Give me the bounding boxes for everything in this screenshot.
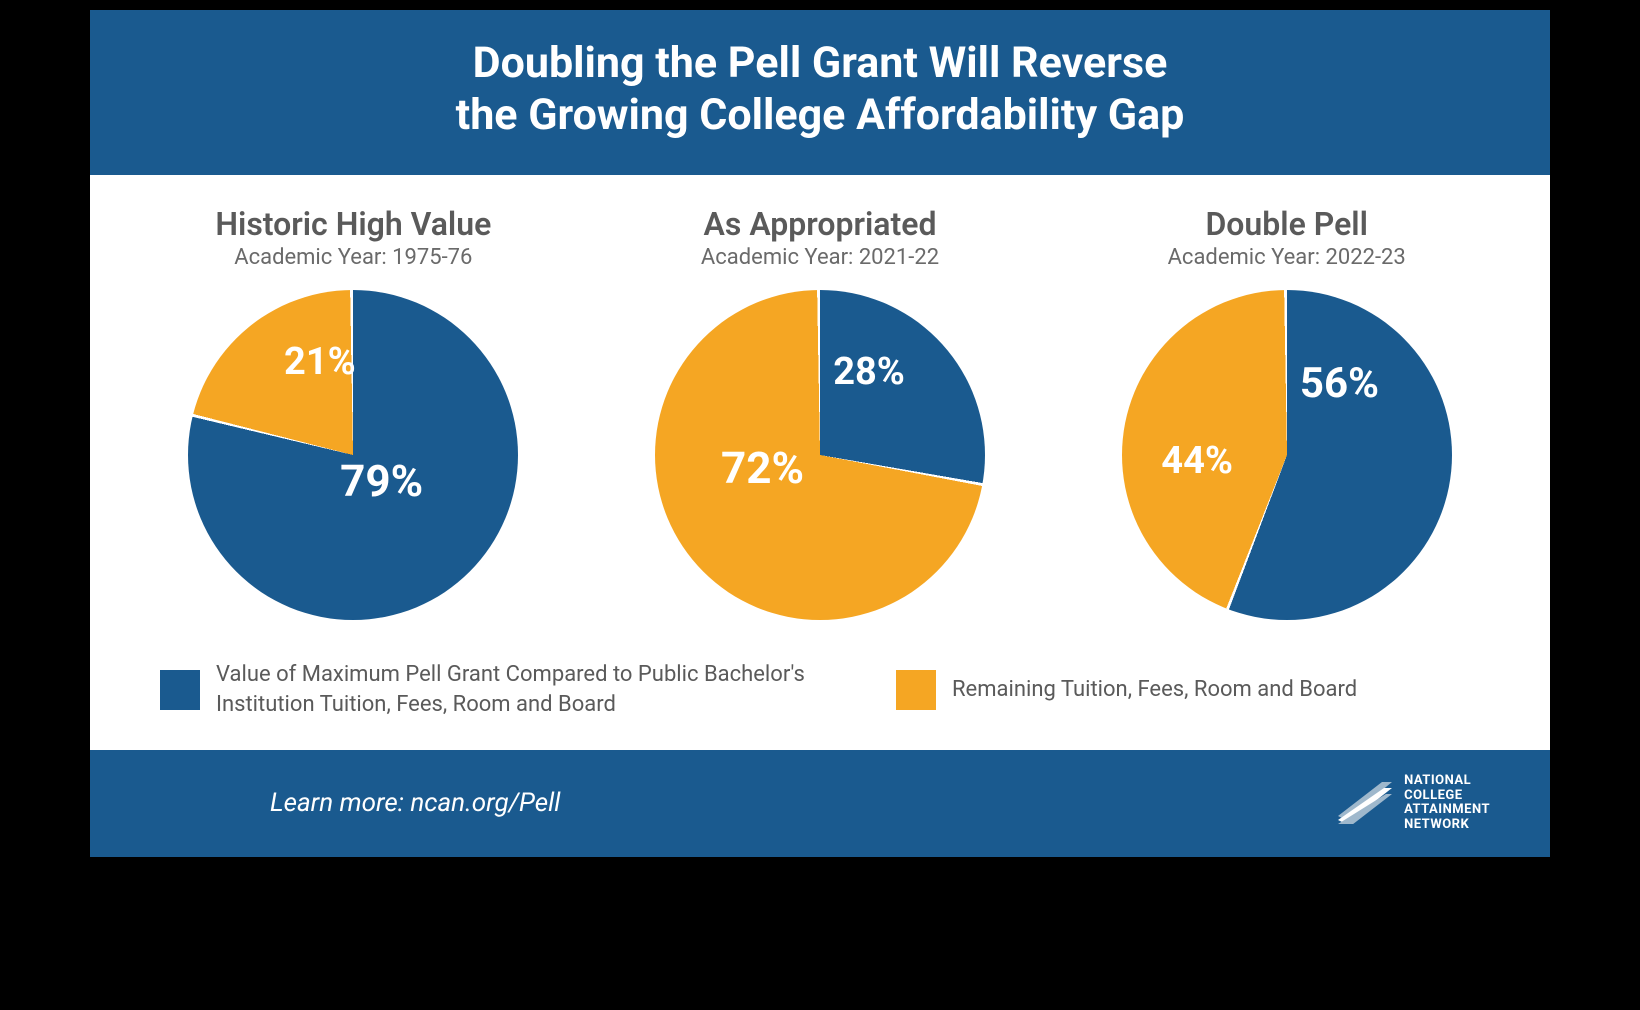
legend-swatch	[896, 670, 936, 710]
logo-text-line: ATTAINMENT	[1404, 803, 1490, 818]
pie-label-orange: 72%	[721, 442, 804, 494]
logo-text-line: NETWORK	[1404, 818, 1490, 833]
logo-text: NATIONALCOLLEGEATTAINMENTNETWORK	[1404, 774, 1490, 834]
chart-column: Historic High ValueAcademic Year: 1975-7…	[130, 205, 577, 620]
pie-label-blue: 28%	[833, 350, 905, 394]
legend-item: Remaining Tuition, Fees, Room and Board	[896, 670, 1357, 710]
pie-chart: 56% 44%	[1122, 290, 1452, 620]
chart-column: Double PellAcademic Year: 2022-23 56% 44%	[1063, 205, 1510, 620]
chart-title: Double Pell	[1063, 205, 1510, 243]
chart-subtitle: Academic Year: 1975-76	[130, 245, 577, 270]
pie-chart: 79% 21%	[188, 290, 518, 620]
legend-item: Value of Maximum Pell Grant Compared to …	[160, 660, 836, 719]
logo-stripes-icon	[1338, 782, 1392, 824]
pie-label-orange: 21%	[284, 340, 356, 384]
title-line-1: Doubling the Pell Grant Will Reverse	[473, 38, 1168, 88]
pie-label-orange: 44%	[1161, 439, 1233, 483]
infographic-frame: Doubling the Pell Grant Will Reverse the…	[90, 10, 1550, 857]
pie-wrap: 79% 21%	[130, 290, 577, 620]
logo-text-line: COLLEGE	[1404, 789, 1490, 804]
header-banner: Doubling the Pell Grant Will Reverse the…	[90, 10, 1550, 175]
chart-subtitle: Academic Year: 2022-23	[1063, 245, 1510, 270]
content-area: Historic High ValueAcademic Year: 1975-7…	[90, 175, 1550, 749]
title-line-2: the Growing College Affordability Gap	[456, 90, 1185, 140]
chart-column: As AppropriatedAcademic Year: 2021-22 28%…	[597, 205, 1044, 620]
legend-row: Value of Maximum Pell Grant Compared to …	[130, 660, 1510, 719]
learn-more-text: Learn more: ncan.org/Pell	[270, 788, 560, 818]
logo-text-line: NATIONAL	[1404, 774, 1490, 789]
ncan-logo: NATIONALCOLLEGEATTAINMENTNETWORK	[1338, 774, 1490, 834]
legend-text: Remaining Tuition, Fees, Room and Board	[952, 675, 1357, 705]
footer-banner: Learn more: ncan.org/Pell NATIONALCOLLEG…	[90, 750, 1550, 858]
pie-label-blue: 79%	[340, 455, 423, 507]
chart-title: Historic High Value	[130, 205, 577, 243]
page-title: Doubling the Pell Grant Will Reverse the…	[130, 38, 1510, 141]
pie-wrap: 56% 44%	[1063, 290, 1510, 620]
pie-chart: 28% 72%	[655, 290, 985, 620]
charts-row: Historic High ValueAcademic Year: 1975-7…	[130, 205, 1510, 620]
chart-subtitle: Academic Year: 2021-22	[597, 245, 1044, 270]
legend-swatch	[160, 670, 200, 710]
legend-text: Value of Maximum Pell Grant Compared to …	[216, 660, 836, 719]
pie-label-blue: 56%	[1300, 359, 1379, 408]
pie-wrap: 28% 72%	[597, 290, 1044, 620]
chart-title: As Appropriated	[597, 205, 1044, 243]
